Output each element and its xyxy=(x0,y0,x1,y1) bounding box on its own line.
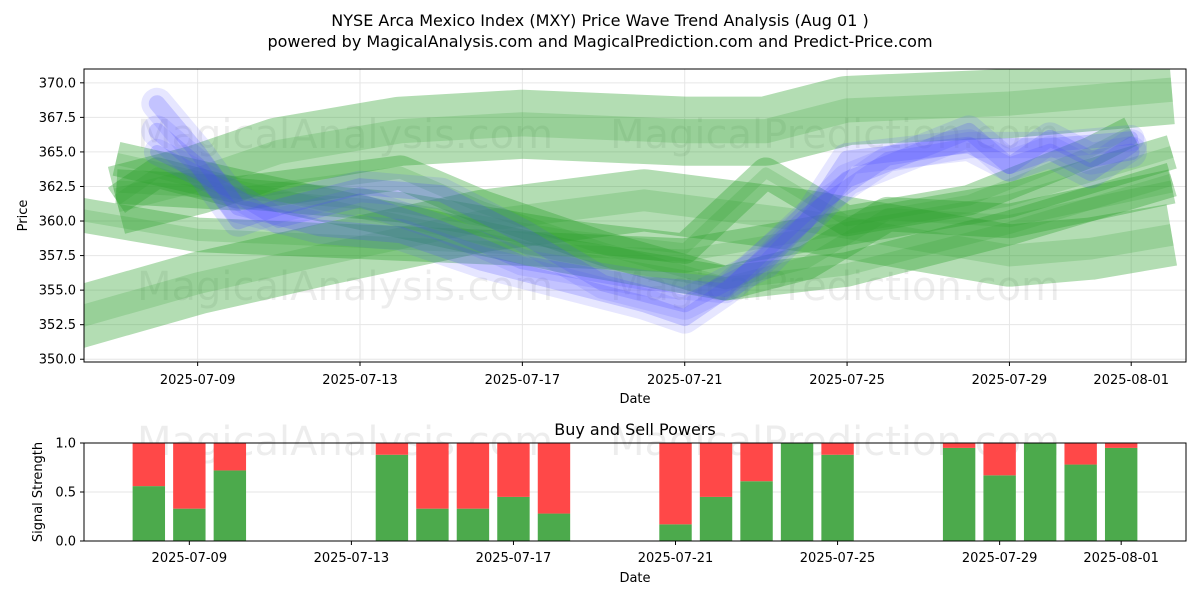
y-tick-label: 367.5 xyxy=(39,111,76,126)
buy-bar xyxy=(497,496,530,541)
buy-bar xyxy=(780,443,814,541)
sell-bar xyxy=(942,443,976,448)
price-line-green-3 xyxy=(84,146,1174,262)
sell-bar xyxy=(740,443,773,482)
buy-bar xyxy=(375,454,409,541)
sell-bar xyxy=(375,443,409,455)
y-tick-label: 370.0 xyxy=(39,76,76,91)
sell-bar xyxy=(173,443,206,509)
sell-bar xyxy=(416,443,449,509)
sell-bar xyxy=(821,443,854,455)
signal-plot: MagicalAnalysis.com MagicalPrediction.com… xyxy=(31,419,1187,586)
sell-bar xyxy=(1104,443,1138,448)
signal-x-tick-label: 2025-07-29 xyxy=(962,551,1038,566)
price-band-green-2 xyxy=(112,141,1177,301)
signal-y-tick-label: 1.0 xyxy=(55,437,76,452)
sell-bar xyxy=(659,443,692,525)
sell-bar xyxy=(456,443,490,509)
y-axis-label: Price xyxy=(16,200,31,232)
signal-x-axis-label: Date xyxy=(619,571,650,586)
price-line-blue-7 xyxy=(148,122,1140,313)
sell-bar xyxy=(1064,443,1097,465)
price-plot-frame xyxy=(83,68,1187,363)
sell-bar xyxy=(132,443,166,487)
x-tick-label: 2025-08-01 xyxy=(1093,373,1169,388)
sell-bar xyxy=(537,443,571,514)
buy-bar xyxy=(821,454,854,541)
buy-bar xyxy=(173,508,206,541)
price-band-green-4 xyxy=(115,155,1176,301)
chart-title-line1: NYSE Arca Mexico Index (MXY) Price Wave … xyxy=(331,11,868,30)
watermark-text: MagicalAnalysis.com xyxy=(137,264,553,310)
x-tick-label: 2025-07-09 xyxy=(160,373,236,388)
price-band-green-3 xyxy=(84,135,1177,273)
signal-x-tick-label: 2025-07-09 xyxy=(152,551,228,566)
price-line-green-5 xyxy=(113,126,1134,254)
price-line-green-1 xyxy=(113,77,1173,213)
sell-bar xyxy=(983,443,1016,476)
sell-bar xyxy=(213,443,247,471)
chart-title-line2: powered by MagicalAnalysis.com and Magic… xyxy=(267,32,932,51)
sell-bar xyxy=(497,443,530,497)
price-line-blue-8 xyxy=(150,131,1139,298)
price-line-green-0 xyxy=(84,189,1174,327)
signal-x-tick-label: 2025-07-17 xyxy=(476,551,552,566)
sell-bar xyxy=(699,443,733,497)
signal-x-tick-label: 2025-07-25 xyxy=(800,551,876,566)
buy-bar xyxy=(416,508,449,541)
x-tick-label: 2025-07-13 xyxy=(322,373,398,388)
buy-bar xyxy=(537,513,571,541)
signal-x-tick-label: 2025-07-13 xyxy=(314,551,390,566)
x-tick-label: 2025-07-21 xyxy=(647,373,723,388)
signal-x-tick-label: 2025-07-21 xyxy=(638,551,714,566)
buy-bar xyxy=(213,470,247,541)
y-tick-label: 362.5 xyxy=(39,180,76,195)
price-band-green-5 xyxy=(107,117,1139,264)
signal-x-tick-label: 2025-08-01 xyxy=(1083,551,1159,566)
price-line-green-2 xyxy=(115,152,1174,290)
watermark-text: MagicalPrediction.com xyxy=(610,264,1060,310)
y-tick-label: 365.0 xyxy=(39,145,76,160)
price-band-green-0 xyxy=(84,169,1178,348)
price-plot: MagicalAnalysis.com MagicalPrediction.com… xyxy=(16,68,1187,407)
y-tick-label: 355.0 xyxy=(39,284,76,299)
price-series-group xyxy=(84,69,1178,348)
price-band-blue-6 xyxy=(141,87,1147,334)
buy-bar xyxy=(1023,443,1057,541)
signal-y-tick-label: 0.0 xyxy=(55,535,76,550)
buy-bar xyxy=(1104,447,1138,541)
watermark-text: MagicalPrediction.com xyxy=(610,112,1060,158)
x-axis-label: Date xyxy=(619,392,650,407)
buy-bar xyxy=(942,447,976,541)
price-line-green-4 xyxy=(116,166,1174,290)
x-tick-label: 2025-07-29 xyxy=(972,373,1048,388)
buy-bar xyxy=(659,524,692,541)
buy-bar xyxy=(740,481,773,541)
price-band-blue-7 xyxy=(141,115,1147,320)
x-tick-label: 2025-07-25 xyxy=(809,373,885,388)
price-line-blue-6 xyxy=(148,95,1140,327)
buy-bar xyxy=(699,496,733,541)
signal-y-axis-label: Signal Strength xyxy=(31,442,46,542)
y-tick-label: 352.5 xyxy=(39,318,76,333)
x-tick-label: 2025-07-17 xyxy=(485,373,561,388)
signal-y-tick-label: 0.5 xyxy=(55,486,76,501)
buy-bar xyxy=(456,508,490,541)
y-tick-label: 350.0 xyxy=(39,353,76,368)
y-tick-label: 357.5 xyxy=(39,249,76,264)
y-tick-label: 360.0 xyxy=(39,215,76,230)
price-band-blue-8 xyxy=(143,124,1145,304)
buy-bar xyxy=(132,486,166,541)
buy-bar xyxy=(1064,464,1097,541)
buy-bar xyxy=(983,475,1016,541)
watermark-text: MagicalAnalysis.com xyxy=(137,112,553,158)
signal-chart-title: Buy and Sell Powers xyxy=(554,420,716,439)
price-band-green-1 xyxy=(107,69,1175,234)
